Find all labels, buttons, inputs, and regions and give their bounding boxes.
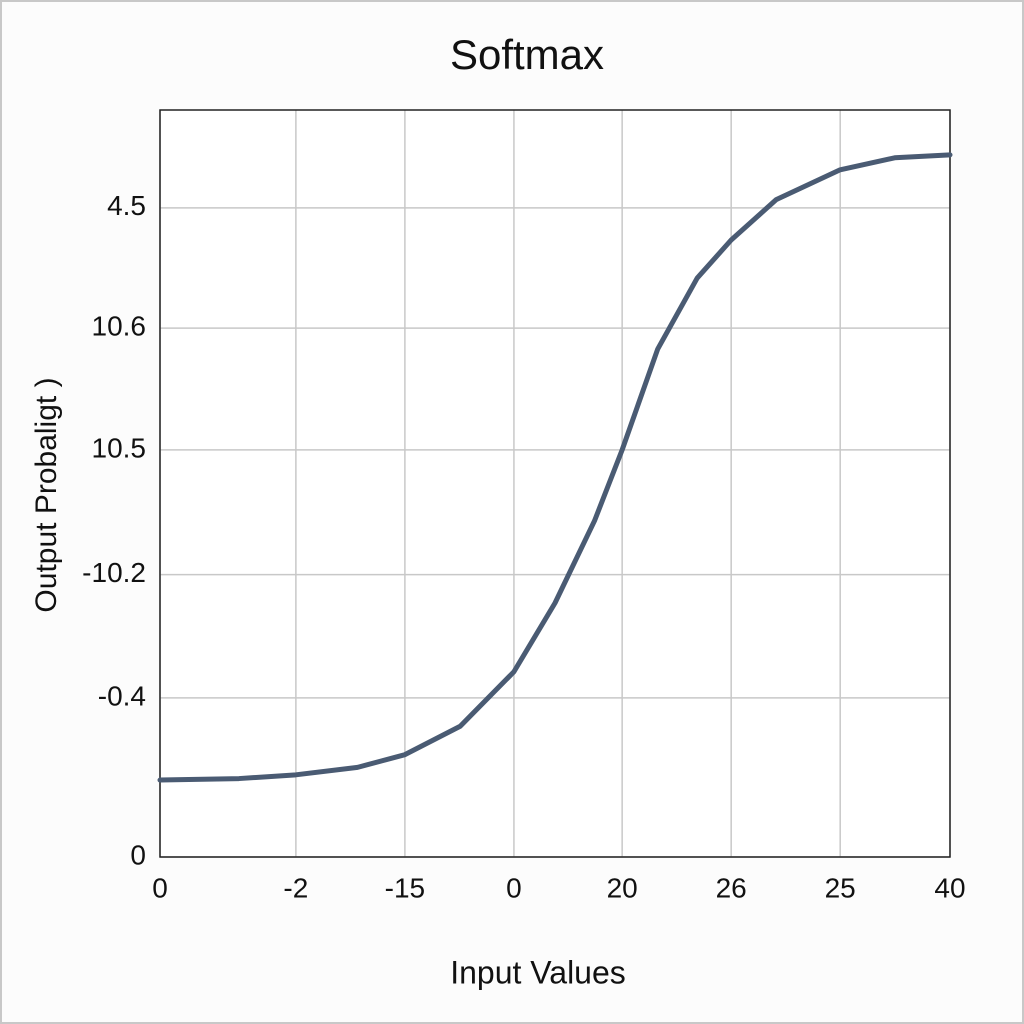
y-tick-label: 0: [130, 839, 146, 870]
x-tick-label: 25: [825, 872, 856, 903]
x-tick-label: 20: [607, 872, 638, 903]
x-tick-label: -2: [283, 872, 308, 903]
y-tick-label: -10.2: [82, 557, 146, 588]
plot-frame: [159, 109, 951, 858]
x-tick-label: 0: [506, 872, 522, 903]
plot-area: [160, 110, 950, 857]
x-tick-label: 40: [934, 872, 965, 903]
y-tick-label: 10.6: [92, 311, 147, 342]
x-axis-label: Input Values: [450, 954, 626, 990]
line-series: [157, 152, 953, 783]
y-tick-label: 10.5: [92, 432, 147, 463]
y-tick-label: -0.4: [98, 680, 146, 711]
x-tick-label: 26: [716, 872, 747, 903]
x-tick-label: -15: [385, 872, 425, 903]
y-axis-label: Output Probaligt ): [30, 377, 63, 612]
y-tick-label: 4.5: [107, 190, 146, 221]
chart-title: Softmax: [450, 31, 604, 78]
x-tick-label: 0: [152, 872, 168, 903]
